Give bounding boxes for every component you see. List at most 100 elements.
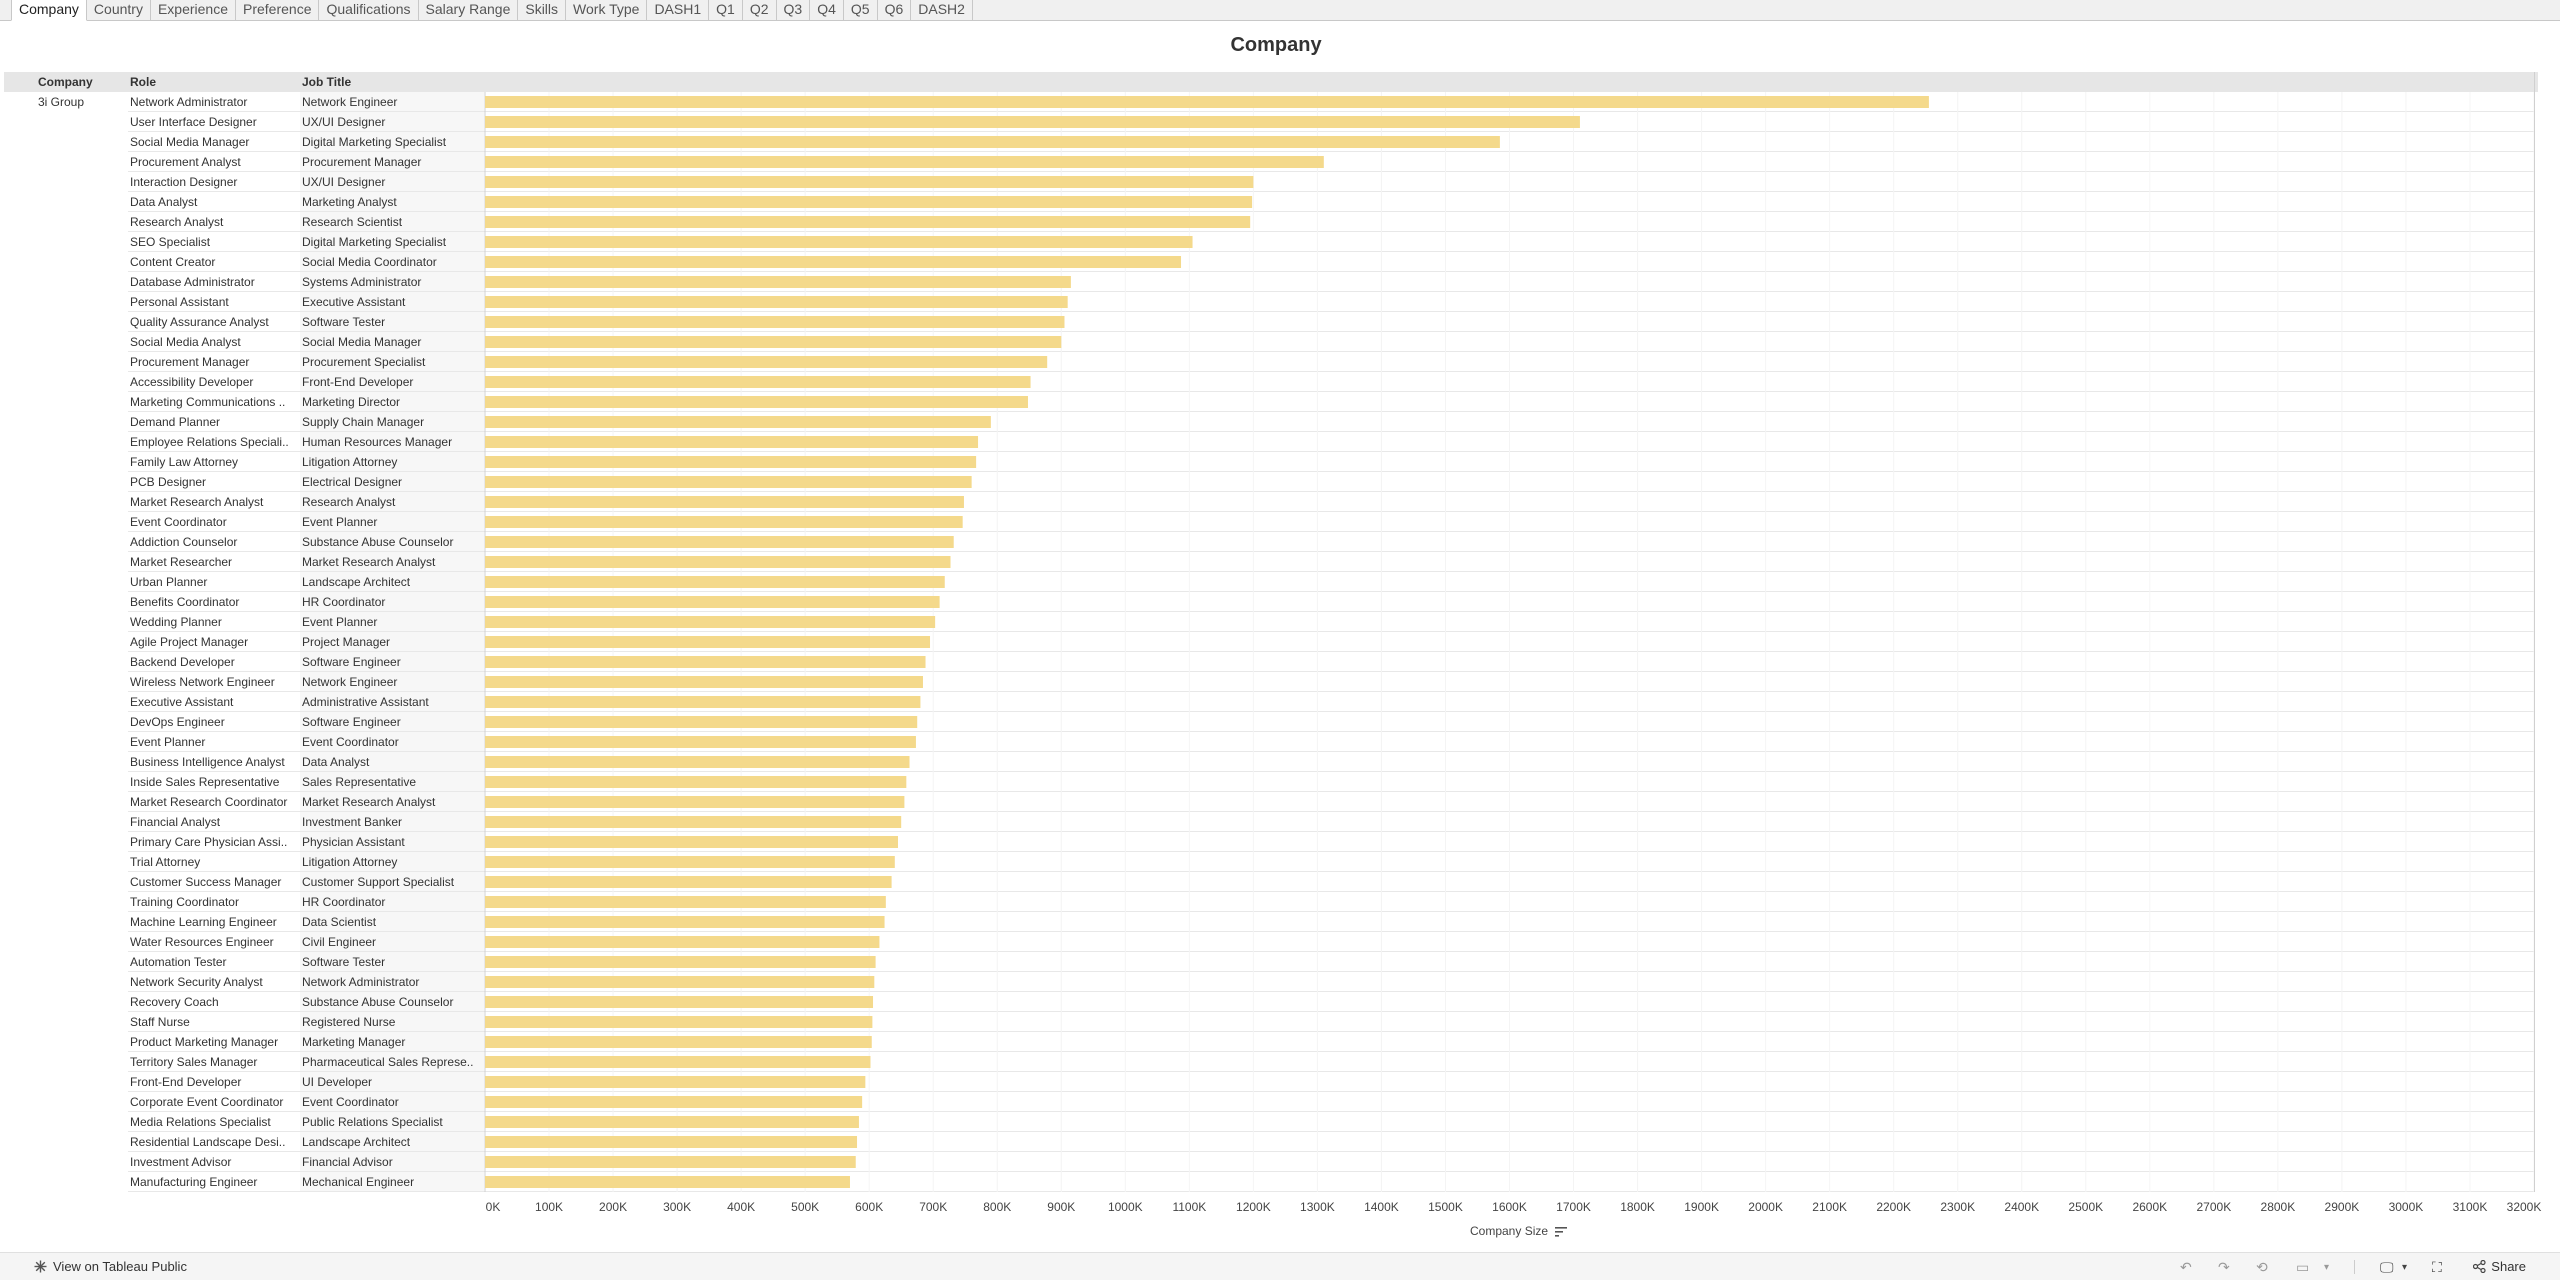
bar[interactable]	[485, 576, 945, 588]
bar[interactable]	[485, 736, 916, 748]
bar[interactable]	[485, 1056, 871, 1068]
bar[interactable]	[485, 636, 931, 648]
bar[interactable]	[485, 656, 926, 668]
bar[interactable]	[485, 1156, 856, 1168]
bar[interactable]	[485, 236, 1193, 248]
footer-toolbar: View on Tableau Public ↶ ↷ ⟲ ▭ ▾ 🖵 ▾ ⛶ S…	[0, 1252, 2560, 1280]
bar[interactable]	[485, 256, 1182, 268]
bar[interactable]	[485, 1176, 850, 1188]
device-layout-icon[interactable]: 🖵	[2380, 1259, 2394, 1275]
tab-qualifications[interactable]: Qualifications	[319, 0, 419, 21]
bar[interactable]	[485, 1096, 863, 1108]
bar[interactable]	[485, 356, 1048, 368]
fullscreen-icon[interactable]: ⛶	[2432, 1259, 2442, 1275]
column-header-company[interactable]: Company	[38, 75, 93, 89]
bar[interactable]	[485, 436, 979, 448]
x-tick-label: 2500K	[2068, 1200, 2104, 1214]
tab-salary-range[interactable]: Salary Range	[418, 0, 519, 21]
sort-descending-icon[interactable]	[1555, 1226, 1568, 1237]
bar[interactable]	[485, 1136, 858, 1148]
bar[interactable]	[485, 276, 1071, 288]
tab-preference[interactable]: Preference	[236, 0, 320, 21]
bar[interactable]	[485, 956, 876, 968]
bar[interactable]	[485, 996, 874, 1008]
bar[interactable]	[485, 776, 907, 788]
bar[interactable]	[485, 456, 977, 468]
bar[interactable]	[485, 1116, 859, 1128]
bar[interactable]	[485, 316, 1065, 328]
redo-icon[interactable]: ↷	[2218, 1259, 2230, 1275]
x-axis-title[interactable]: Company Size	[1470, 1224, 1568, 1238]
bar[interactable]	[485, 556, 951, 568]
tab-q3[interactable]: Q3	[776, 0, 811, 21]
tab-q2[interactable]: Q2	[742, 0, 777, 21]
bar[interactable]	[485, 796, 905, 808]
device-dropdown-icon[interactable]: ▾	[2402, 1262, 2408, 1273]
bar[interactable]	[485, 1036, 872, 1048]
bar[interactable]	[485, 376, 1031, 388]
pause-dropdown-icon[interactable]: ▾	[2324, 1262, 2330, 1273]
job-title-cell-bg	[300, 112, 484, 131]
tab-company[interactable]: Company	[11, 0, 87, 21]
company-cell[interactable]: 3i Group	[38, 95, 85, 109]
bar[interactable]	[485, 516, 963, 528]
bar[interactable]	[485, 1076, 866, 1088]
tab-skills[interactable]: Skills	[518, 0, 567, 21]
row-divider	[128, 1071, 2534, 1072]
tab-experience[interactable]: Experience	[150, 0, 236, 21]
bar[interactable]	[485, 296, 1068, 308]
bar[interactable]	[485, 816, 902, 828]
bar[interactable]	[485, 616, 936, 628]
bar[interactable]	[485, 676, 923, 688]
job-title-cell-bg	[300, 872, 484, 891]
bar[interactable]	[485, 876, 892, 888]
job-title-cell-bg	[300, 1052, 484, 1071]
job-title-cell-bg	[300, 712, 484, 731]
bar[interactable]	[485, 696, 921, 708]
bar[interactable]	[485, 116, 1580, 128]
revert-icon[interactable]: ⟲	[2256, 1259, 2268, 1275]
row-divider	[128, 251, 2534, 252]
tab-q6[interactable]: Q6	[877, 0, 912, 21]
bar[interactable]	[485, 1016, 873, 1028]
tab-dash1[interactable]: DASH1	[647, 0, 710, 21]
column-header-role[interactable]: Role	[130, 75, 157, 89]
bar[interactable]	[485, 916, 885, 928]
tab-country[interactable]: Country	[86, 0, 151, 21]
pause-updates-icon[interactable]: ▭	[2296, 1259, 2310, 1275]
bar[interactable]	[485, 536, 954, 548]
bar[interactable]	[485, 336, 1062, 348]
tab-q5[interactable]: Q5	[843, 0, 878, 21]
bar[interactable]	[485, 136, 1500, 148]
view-on-tableau-public-link[interactable]: View on Tableau Public	[34, 1259, 187, 1274]
bar[interactable]	[485, 836, 899, 848]
column-header-job-title[interactable]: Job Title	[302, 75, 352, 89]
bar[interactable]	[485, 96, 1929, 108]
tab-dash2[interactable]: DASH2	[911, 0, 973, 21]
bar[interactable]	[485, 196, 1253, 208]
bar[interactable]	[485, 896, 886, 908]
bar[interactable]	[485, 156, 1324, 168]
bar[interactable]	[485, 716, 918, 728]
share-button[interactable]: Share	[2473, 1259, 2526, 1274]
bar[interactable]	[485, 416, 991, 428]
row-divider	[128, 771, 2534, 772]
undo-icon[interactable]: ↶	[2180, 1259, 2192, 1275]
tab-q1[interactable]: Q1	[709, 0, 743, 21]
tab-q4[interactable]: Q4	[810, 0, 844, 21]
bar[interactable]	[485, 496, 964, 508]
bar[interactable]	[485, 756, 910, 768]
bar[interactable]	[485, 856, 895, 868]
row-divider	[128, 491, 2534, 492]
tab-work-type[interactable]: Work Type	[566, 0, 648, 21]
bar[interactable]	[485, 976, 875, 988]
x-tick-label: 1800K	[1620, 1200, 1655, 1214]
row-divider	[128, 391, 2534, 392]
row-divider	[128, 791, 2534, 792]
bar[interactable]	[485, 936, 880, 948]
bar[interactable]	[485, 176, 1254, 188]
bar[interactable]	[485, 396, 1028, 408]
bar[interactable]	[485, 596, 940, 608]
bar[interactable]	[485, 476, 972, 488]
bar[interactable]	[485, 216, 1251, 228]
